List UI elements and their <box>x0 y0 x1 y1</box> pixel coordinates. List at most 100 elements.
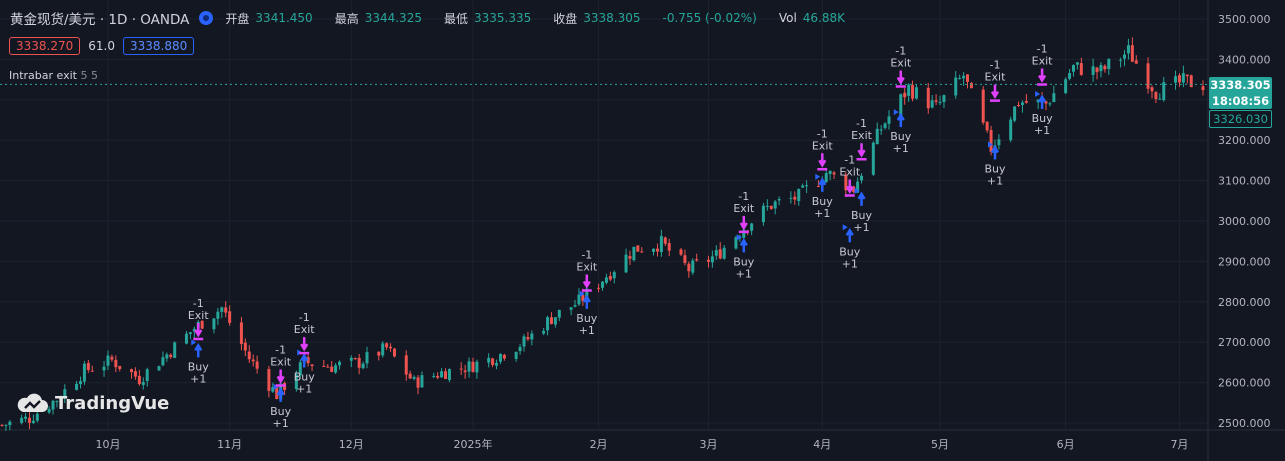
candle-body <box>542 330 546 334</box>
candle-body <box>816 186 820 188</box>
candle-body <box>597 287 601 289</box>
candle-body <box>1107 59 1111 70</box>
candle-body <box>102 366 106 371</box>
time-tick-label: 6月 <box>1057 438 1075 451</box>
candle-body <box>392 348 396 357</box>
candle-body <box>1158 98 1162 100</box>
candle-body <box>251 359 255 362</box>
candle-body <box>247 351 251 360</box>
candle-body <box>137 375 141 385</box>
candle-body <box>969 82 973 89</box>
time-tick-label: 7月 <box>1170 438 1188 451</box>
cloud-logo-icon <box>17 393 48 412</box>
candle-body <box>691 260 695 273</box>
time-tick-label: 10月 <box>95 438 120 451</box>
buy-qty-label: +1 <box>1034 124 1050 137</box>
exit-label: Exit <box>985 71 1007 84</box>
candle-body <box>4 424 8 426</box>
candle-body <box>1036 99 1040 103</box>
candle-body <box>86 362 90 370</box>
exit-arrow-icon <box>193 322 204 341</box>
candle-body <box>1126 45 1130 54</box>
candle-body <box>361 363 365 369</box>
candle-body <box>828 171 832 175</box>
exit-arrow-icon <box>738 215 749 234</box>
candle-body <box>805 185 809 187</box>
candle-body <box>742 229 746 238</box>
trade-signal: Buy+1 Exit-1 <box>812 127 834 219</box>
trade-signal: Buy+1 Exit-1 <box>1032 42 1054 136</box>
candle-body <box>1064 79 1068 94</box>
time-tick-label: 2025年 <box>453 437 492 451</box>
time-tick-label: 12月 <box>339 438 364 451</box>
candle-body <box>914 87 918 99</box>
price-tick-label: 2600.000 <box>1218 377 1271 390</box>
time-tick-label: 4月 <box>813 438 831 451</box>
candle-body <box>294 374 298 389</box>
candle-body <box>612 272 616 279</box>
candle-body <box>377 351 381 356</box>
candle-body <box>404 355 408 375</box>
candle-body <box>773 201 777 209</box>
candle-body <box>47 409 51 413</box>
price-tick-label: 3500.000 <box>1218 13 1271 26</box>
exit-qty-label: -1 <box>856 117 867 130</box>
buy-qty-label: +1 <box>296 383 312 396</box>
candle-body <box>938 102 942 104</box>
candle-body <box>1091 66 1095 75</box>
exit-arrow-icon <box>989 84 1000 102</box>
candle-body <box>275 387 279 400</box>
candle-body <box>1174 76 1178 83</box>
candle-body <box>797 188 801 202</box>
candle-body <box>695 259 699 261</box>
sell-price-button[interactable]: 3338.270 <box>9 37 81 55</box>
visibility-eye-icon[interactable] <box>199 11 214 25</box>
buy-label: Buy <box>839 245 861 258</box>
buy-label: Buy <box>890 130 912 143</box>
candle-body <box>1185 74 1189 77</box>
candle-body <box>381 343 385 356</box>
price-tick-label: 2500.000 <box>1218 417 1271 430</box>
candle-body <box>879 129 883 131</box>
candle-body <box>997 139 1001 146</box>
buy-price-button[interactable]: 3338.880 <box>122 37 195 55</box>
buy-arrow-icon <box>1038 94 1047 109</box>
candle-body <box>471 361 475 373</box>
candle-body <box>1123 54 1127 59</box>
candle-body <box>911 85 915 99</box>
low-value: 3335.335 <box>473 11 532 25</box>
candle-body <box>326 366 330 368</box>
buy-qty-label: +1 <box>273 417 289 430</box>
indicator-name: Intrabar exit <box>9 69 77 82</box>
candle-body <box>549 317 553 324</box>
candle-body <box>110 356 114 360</box>
exit-label: Exit <box>851 129 873 142</box>
candle-body <box>1181 73 1185 83</box>
trade-signal: Buy+1 Exit-1 <box>576 249 598 337</box>
candle-body <box>1201 86 1205 91</box>
candle-body <box>667 243 671 251</box>
candle-body <box>844 174 848 191</box>
entry-triangle-icon <box>1035 90 1041 97</box>
price-tick-label: 2800.000 <box>1218 296 1271 309</box>
exit-qty-label: -1 <box>275 343 286 356</box>
candle-body <box>408 373 412 379</box>
entry-triangle-icon <box>191 339 197 346</box>
candle-body <box>1075 62 1079 65</box>
symbol-title[interactable]: 黄金现货/美元 · 1D · OANDA <box>10 12 190 28</box>
candle-body <box>498 353 502 362</box>
buy-label: Buy <box>188 360 210 373</box>
exit-qty-label: -1 <box>581 249 592 262</box>
buy-label: Buy <box>270 405 292 418</box>
candle-body <box>298 362 302 376</box>
candle-body <box>640 251 644 253</box>
time-tick-label: 3月 <box>699 438 717 451</box>
candle-body <box>624 254 628 273</box>
trade-signal: Buy+1 Exit-1 <box>733 190 755 280</box>
time-tick-label: 11月 <box>217 438 242 451</box>
candle-body <box>1103 65 1107 70</box>
candle-body <box>1013 106 1017 121</box>
indicator-legend[interactable]: Intrabar exit 5 5 <box>9 69 98 82</box>
candle-body <box>958 78 962 80</box>
